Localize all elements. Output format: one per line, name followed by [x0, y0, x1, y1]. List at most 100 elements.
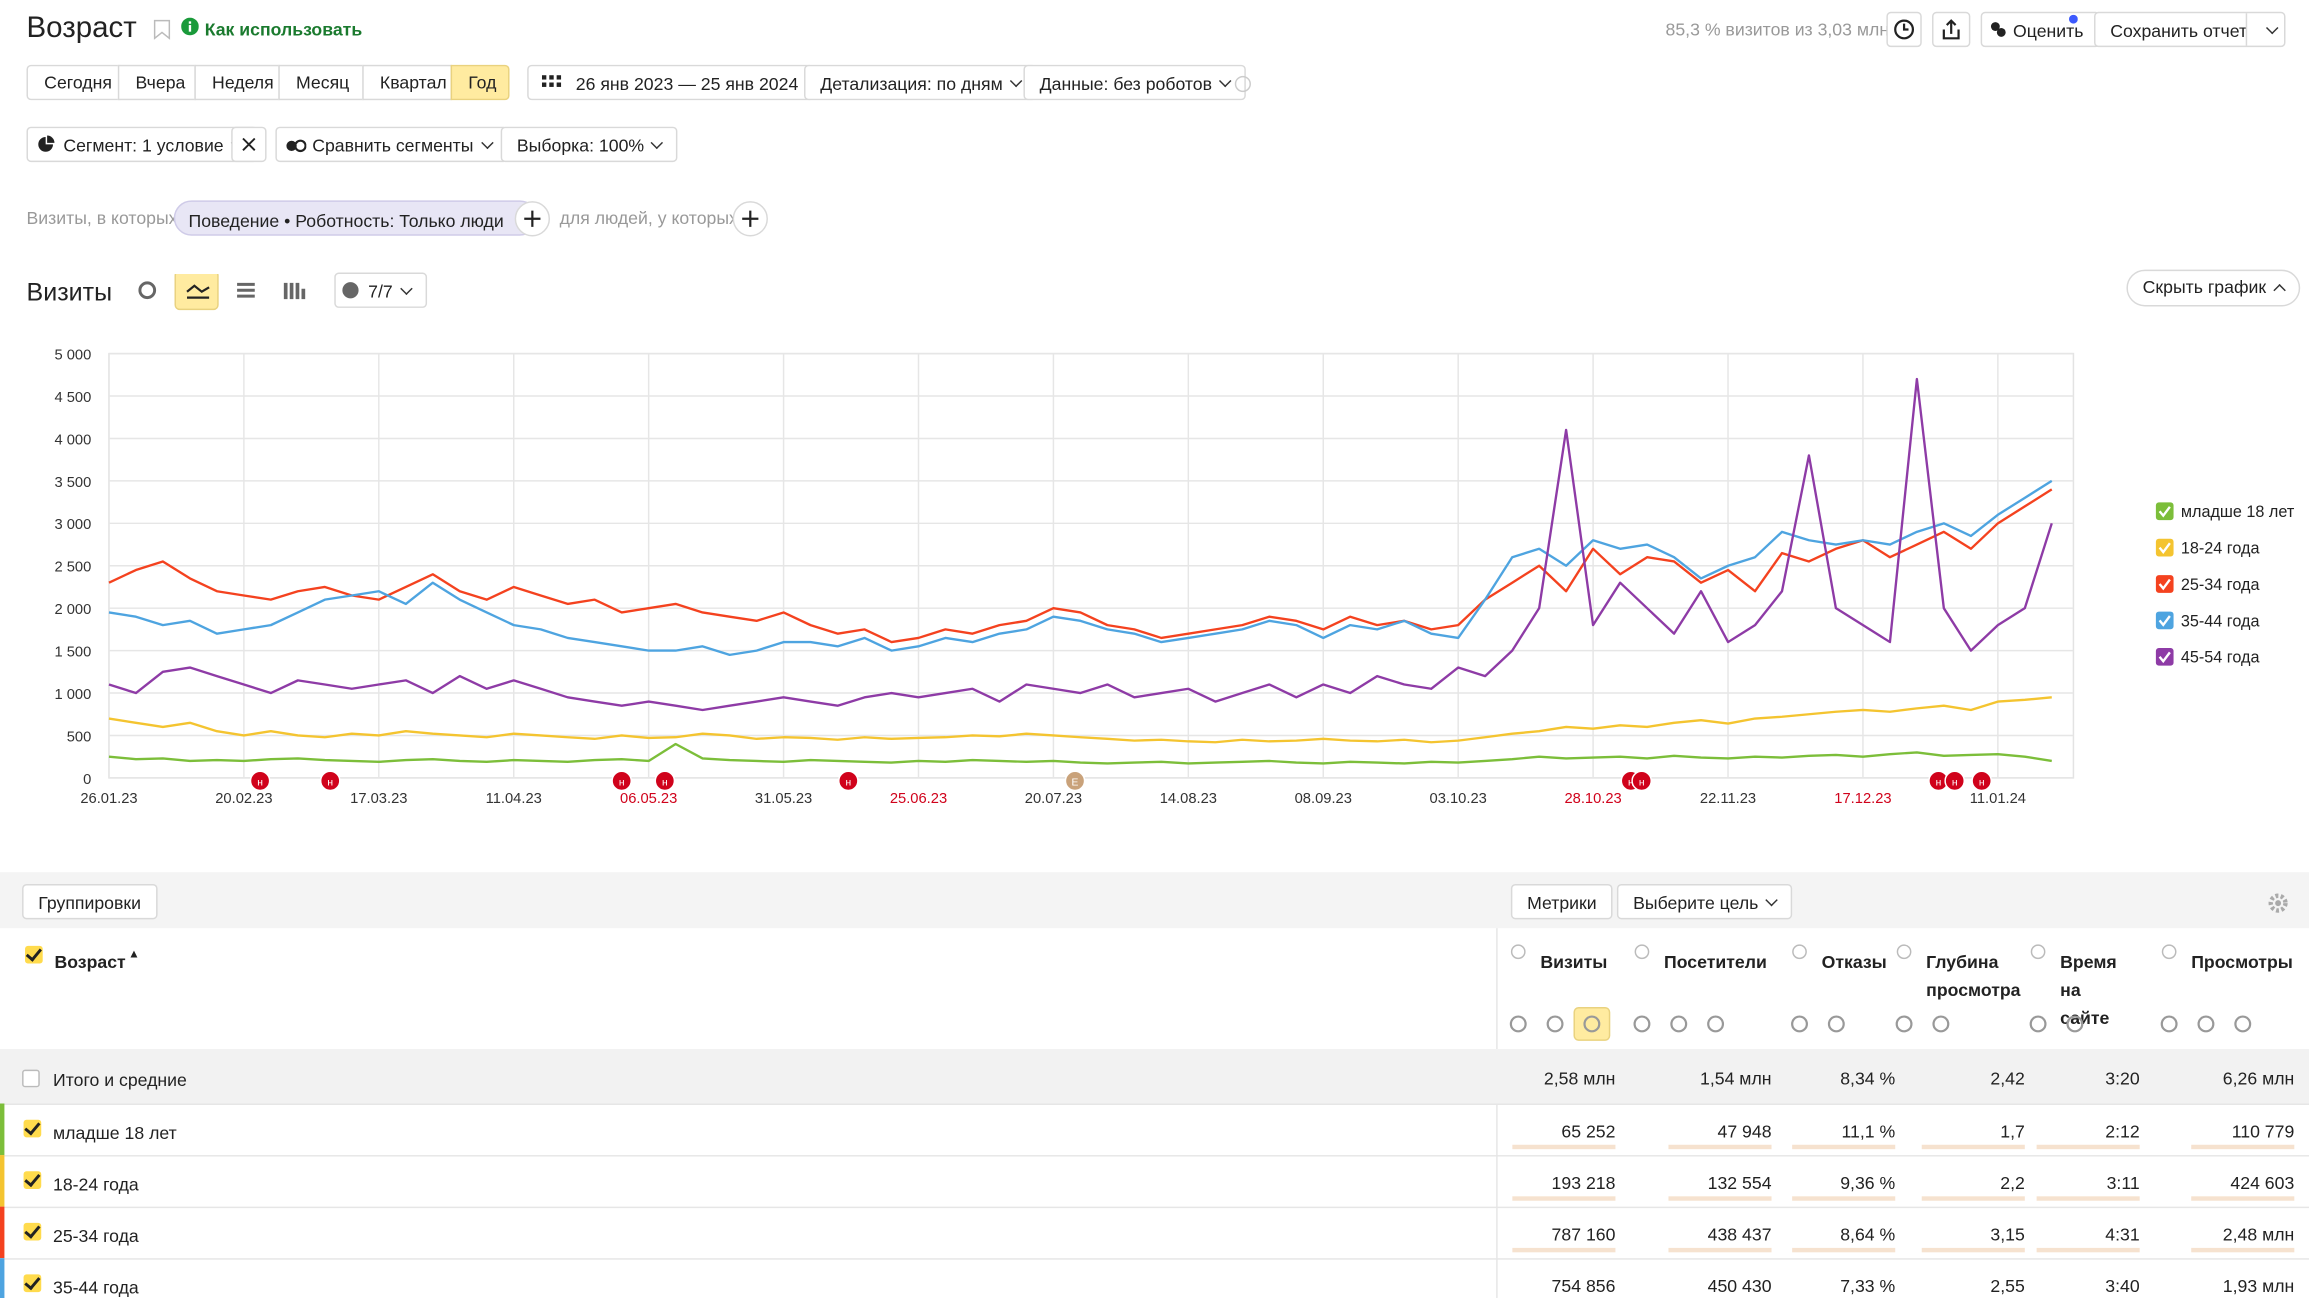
period-button[interactable]: Неделя	[194, 64, 280, 101]
toggle-icon	[2160, 1015, 2178, 1033]
column-header[interactable]: Визиты	[1540, 951, 1608, 973]
x-tick-label: 06.05.23	[620, 791, 677, 807]
row-cell: 132 554	[1707, 1172, 1772, 1194]
dimension-header[interactable]: Возраст	[54, 951, 126, 973]
column-header[interactable]: Время на сайте	[2060, 951, 2117, 1029]
chart-title: Визиты	[26, 278, 113, 307]
row-checkbox[interactable]	[23, 1274, 42, 1293]
legend-item[interactable]: 25-34 года	[2155, 575, 2260, 594]
rate-button[interactable]: Оценить	[1980, 11, 2100, 48]
row-checkbox[interactable]	[23, 1119, 42, 1138]
column-header[interactable]: Отказы	[1821, 951, 1887, 973]
x-tick-label: 14.08.23	[1160, 791, 1217, 807]
info-icon[interactable]	[1234, 75, 1252, 93]
help-circle	[1634, 944, 1650, 960]
event-marker[interactable]: Е	[1064, 770, 1086, 792]
cell-bar-track	[1792, 1196, 1896, 1201]
legend-item[interactable]: 35-44 года	[2155, 611, 2260, 631]
row-cell: 9,36 %	[1840, 1172, 1896, 1194]
event-marker[interactable]: н	[1944, 770, 1965, 792]
row-cell: 4:31	[2105, 1224, 2140, 1245]
history-button[interactable]	[1886, 11, 1922, 48]
column-header[interactable]: Глубина просмотра	[1926, 951, 2021, 1001]
segment-button[interactable]: Сегмент: 1 условие	[26, 126, 258, 163]
add-condition[interactable]	[514, 200, 551, 237]
y-tick-label: 1 000	[54, 687, 91, 703]
bar-toggle[interactable]	[283, 282, 306, 300]
series-line	[108, 742, 2052, 765]
compare-button[interactable]: Сравнить сегменты	[275, 126, 508, 163]
segment-icon	[38, 135, 55, 152]
row-color	[0, 1258, 5, 1298]
row-color	[0, 1103, 5, 1156]
legend-item[interactable]: 18-24 года	[2155, 538, 2260, 558]
row-checkbox[interactable]	[23, 1171, 42, 1189]
pie-toggle[interactable]	[138, 281, 157, 300]
row-cell: 11,1 %	[1841, 1121, 1896, 1142]
legend-swatch	[2155, 538, 2174, 557]
period-button[interactable]: Сегодня	[26, 64, 121, 101]
x-tick-label: 11.01.24	[1970, 791, 2026, 807]
save-caret[interactable]	[2245, 13, 2279, 46]
sample-button[interactable]: Выборка: 100%	[500, 126, 678, 163]
sampling-info: 85,3 % визитов из 3,03 млн	[1665, 19, 1890, 40]
table-toolbar	[0, 872, 2309, 929]
segment-clear[interactable]	[231, 126, 267, 163]
cell-bar-track	[2191, 1247, 2295, 1253]
x-tick-label: 20.02.23	[215, 791, 272, 807]
cell-bar-track	[1668, 1196, 1772, 1201]
groupings-button[interactable]: Группировки	[22, 883, 158, 920]
toggle-icon	[2234, 1015, 2252, 1033]
calendar-icon	[541, 75, 562, 87]
legend-label: младше 18 лет	[2181, 503, 2295, 521]
column-header[interactable]: Посетители	[1664, 951, 1767, 973]
row-label: 18-24 года	[53, 1174, 139, 1195]
period-button[interactable]: Год	[450, 64, 510, 101]
column-header[interactable]: Просмотры	[2191, 951, 2293, 973]
event-marker[interactable]: н	[319, 770, 341, 792]
hide-chart-button[interactable]: Скрыть график	[2126, 269, 2300, 307]
event-marker[interactable]: н	[1971, 770, 1992, 792]
save-button[interactable]: Сохранить отчет	[2094, 11, 2286, 48]
x-tick-label: 17.03.23	[350, 791, 407, 807]
filter-condition: Поведение • Роботность: Только люди	[188, 210, 504, 232]
row-cell: 2:12	[2105, 1121, 2140, 1142]
total-checkbox[interactable]	[22, 1069, 40, 1088]
row-checkbox[interactable]	[23, 1222, 42, 1241]
add-people-condition[interactable]	[732, 200, 769, 237]
event-marker-dot	[1944, 770, 1965, 792]
period-button[interactable]: Квартал	[362, 64, 453, 101]
export-icon	[1942, 19, 1960, 40]
export-button[interactable]	[1932, 11, 1971, 48]
goal-label: Выберите цель	[1633, 892, 1759, 914]
date-range-button[interactable]: 26 янв 2023 — 25 янв 2024	[527, 64, 815, 101]
cell-bar-track	[1921, 1247, 2025, 1253]
event-marker-label: н	[1628, 777, 1634, 788]
toggle-icon	[2029, 1015, 2047, 1033]
area-toggle[interactable]	[237, 282, 255, 298]
event-marker[interactable]: н	[654, 770, 676, 792]
event-marker[interactable]: н	[1631, 770, 1652, 792]
filter-chip[interactable]: Поведение • Роботность: Только люди×	[173, 200, 538, 236]
row-label: 35-44 года	[53, 1277, 139, 1298]
event-marker[interactable]: н	[249, 770, 271, 792]
event-marker[interactable]: н	[838, 770, 859, 792]
period-button[interactable]: Вчера	[117, 64, 196, 101]
line-toggle[interactable]	[174, 274, 219, 311]
goal-button[interactable]: Выберите цель	[1616, 883, 1793, 920]
bookmark-icon[interactable]	[153, 19, 171, 40]
period-button[interactable]: Месяц	[278, 64, 364, 101]
cell-bar-track	[2036, 1196, 2140, 1201]
x-tick-label: 20.07.23	[1025, 791, 1082, 807]
settings-icon[interactable]	[2266, 891, 2290, 915]
legend-item[interactable]: младше 18 лет	[2155, 502, 2295, 521]
legend-check	[2158, 542, 2171, 554]
help-link[interactable]: Как использовать	[204, 19, 363, 40]
dimension-checkbox[interactable]	[25, 945, 43, 964]
detail-button[interactable]: Детализация: по дням	[804, 64, 1037, 101]
robots-button[interactable]: Данные: без роботов	[1023, 64, 1246, 101]
legend-item[interactable]: 45-54 года	[2155, 647, 2260, 667]
event-marker[interactable]: н	[611, 770, 632, 792]
metrics-button[interactable]: Метрики	[1510, 883, 1613, 920]
